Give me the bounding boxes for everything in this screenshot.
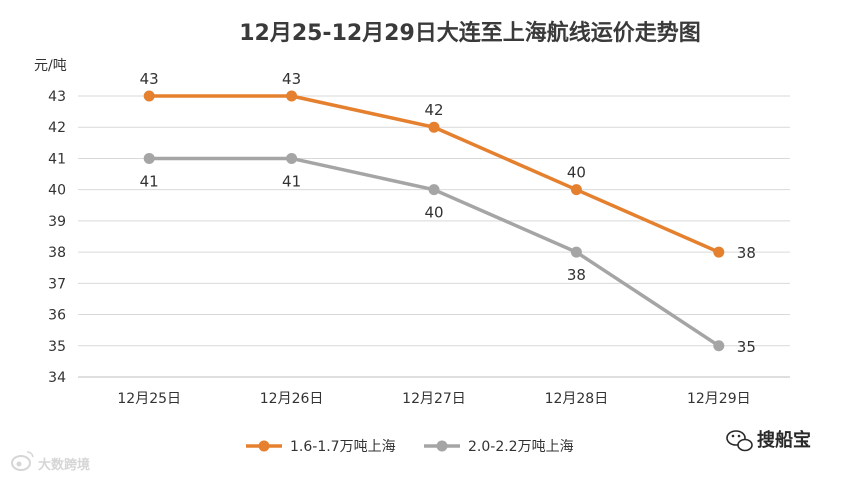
- data-point: [286, 90, 298, 102]
- data-label: 41: [282, 172, 301, 190]
- y-tick-label: 39: [48, 214, 66, 230]
- legend-item: 1.6-1.7万吨上海: [246, 439, 396, 455]
- data-point: [713, 340, 725, 352]
- data-label: 43: [282, 70, 301, 88]
- y-axis-unit-label: 元/吨: [34, 58, 67, 74]
- series-2: 41 41 40 38 35: [140, 152, 756, 356]
- y-tick-label: 43: [48, 89, 66, 105]
- data-label: 38: [737, 244, 756, 262]
- data-label: 38: [567, 266, 586, 284]
- x-tick-label: 12月29日: [687, 391, 751, 407]
- legend-item: 2.0-2.2万吨上海: [424, 439, 574, 455]
- data-label: 41: [140, 172, 159, 190]
- chart-title: 12月25-12月29日大连至上海航线运价走势图: [239, 20, 701, 46]
- data-label: 35: [737, 338, 756, 356]
- legend-label: 2.0-2.2万吨上海: [468, 439, 574, 455]
- legend-label: 1.6-1.7万吨上海: [290, 439, 396, 455]
- y-tick-label: 38: [48, 245, 66, 261]
- watermark-right: 搜船宝: [726, 429, 811, 452]
- y-tick-label: 35: [48, 339, 66, 355]
- y-tick-label: 34: [48, 370, 66, 386]
- series-lines: 43 43 42 40 38 41 41 40 38 35: [140, 70, 756, 356]
- y-tick-label: 40: [48, 183, 66, 199]
- y-tick-label: 42: [48, 120, 66, 136]
- legend-swatch-marker: [258, 440, 270, 452]
- x-tick-label: 12月28日: [545, 391, 609, 407]
- x-axis-ticks: 12月25日 12月26日 12月27日 12月28日 12月29日: [117, 391, 750, 407]
- data-label: 42: [424, 101, 443, 119]
- y-axis-ticks: 34 35 36 37 38 39 40 41 42 43: [48, 89, 66, 386]
- series-1: 43 43 42 40 38: [140, 70, 756, 262]
- data-label: 40: [567, 164, 586, 182]
- legend: 1.6-1.7万吨上海 2.0-2.2万吨上海: [246, 439, 574, 455]
- data-point: [143, 152, 155, 164]
- data-label: 43: [140, 70, 159, 88]
- legend-swatch-marker: [436, 440, 448, 452]
- data-point: [570, 184, 582, 196]
- y-tick-label: 36: [48, 308, 66, 324]
- data-point: [428, 184, 440, 196]
- data-label: 40: [424, 204, 443, 222]
- x-tick-label: 12月25日: [117, 391, 181, 407]
- weibo-icon: [11, 451, 34, 471]
- data-point: [428, 121, 440, 133]
- x-tick-label: 12月26日: [260, 391, 324, 407]
- wechat-icon: [726, 430, 753, 452]
- data-point: [570, 246, 582, 258]
- data-point: [286, 152, 298, 164]
- y-tick-label: 41: [48, 151, 66, 167]
- watermark-left: 大数跨境: [11, 451, 90, 473]
- data-point: [143, 90, 155, 102]
- series-line: [147, 94, 721, 254]
- watermark-right-text: 搜船宝: [757, 429, 811, 451]
- x-tick-label: 12月27日: [402, 391, 466, 407]
- data-point: [713, 246, 725, 258]
- watermark-left-text: 大数跨境: [38, 457, 90, 473]
- y-tick-label: 37: [48, 276, 66, 292]
